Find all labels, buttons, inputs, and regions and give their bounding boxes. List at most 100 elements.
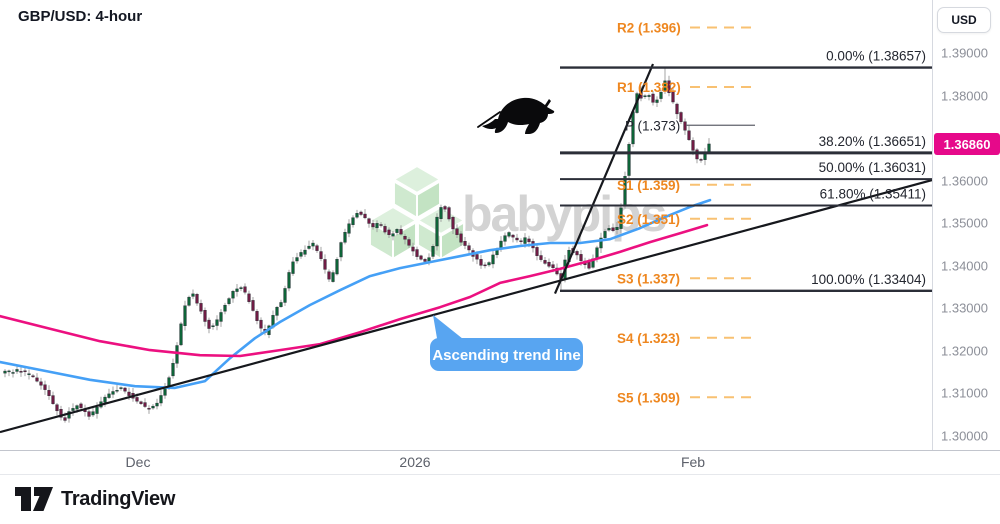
currency-toggle-button[interactable]: USD [937,7,991,33]
babypips-cube [416,179,442,220]
candle-body [443,206,447,210]
trend-line-callout[interactable]: Ascending trend line [430,315,583,371]
candle-body [439,207,443,219]
candle-body [235,288,239,292]
candle-body [675,103,679,115]
candle-body [59,409,63,418]
candle-body [215,319,219,326]
fib-label: 100.00% (1.33404) [811,272,926,287]
candle-body [455,228,459,235]
candle-body [279,302,283,307]
candle-body [139,401,143,404]
candle-body [7,370,11,373]
fibonacci-retracement[interactable]: 0.00% (1.38657) 38.20% (1.36651) 50.00% (1… [560,49,932,293]
candle-body [227,298,231,304]
candle-body [199,303,203,312]
candle-body [23,370,27,372]
candle-body [35,377,39,382]
price-tick-label: 1.32000 [941,343,988,358]
candle-body [187,296,191,306]
ascending-trend-line[interactable] [0,179,932,434]
candle-body [251,300,255,311]
candle-body [311,242,315,247]
candle-body [119,387,123,389]
candle-body [243,286,247,293]
time-axis[interactable]: Dec 2026 Feb [0,450,1000,475]
candle-body [627,144,631,176]
candle-body [707,143,711,153]
candle-body [315,245,319,251]
chart-area[interactable]: babypips 0.00% (1.38657) 38.20% (1.36651)… [0,0,932,450]
candle-body [387,229,391,235]
candle-body [111,391,115,395]
candle-body [491,254,495,265]
babypips-cube [391,164,443,195]
candle-body [343,232,347,243]
tradingview-branding[interactable]: TradingView [14,486,175,512]
last-price-badge: 1.36860 [934,133,1000,155]
candle-body [403,235,407,240]
price-axis[interactable]: USD 1.390001.380001.370001.360001.350001… [932,0,1000,473]
candle-body [91,411,95,416]
time-tick-label: Feb [680,454,706,470]
candle-body [11,372,15,374]
candle-body [303,249,307,255]
callout-box [430,338,583,371]
candle-body [615,227,619,230]
candle-body [179,323,183,346]
callout-label: Ascending trend line [432,347,580,364]
candle-body [175,345,179,364]
candle-body [319,251,323,259]
price-tick-label: 1.39000 [941,45,988,61]
candle-body [479,259,483,266]
candle-body [499,240,503,249]
candle-body [259,319,263,329]
candle-body [239,287,243,289]
candle-body [515,237,519,241]
candle-body [123,387,127,392]
candle-body [503,235,507,242]
candle-body [603,231,607,238]
candle-body [367,218,371,224]
candle-body [575,251,579,256]
candle-body [651,93,655,103]
candle-body [247,293,251,302]
candle-body [483,264,487,267]
candle-body [79,403,83,408]
candle-body [43,384,47,390]
candle-body [39,381,43,386]
chart-title: GBP/USD: 4-hour [18,8,143,25]
candle-body [587,262,591,269]
bull-body [482,97,555,134]
candle-body [539,255,543,260]
candlesticks [3,67,711,423]
candle-body [363,213,367,219]
candle-body [683,121,687,131]
candle-body [107,393,111,398]
trend-lines[interactable] [0,63,932,434]
candle-body [467,245,471,251]
candle-body [355,213,359,218]
candle-body [419,255,423,260]
candle-body [55,404,59,412]
candle-body [135,397,139,402]
candle-body [383,226,387,233]
candle-body [511,234,515,238]
candle-body [695,149,699,160]
fib-label: 61.80% (1.35411) [820,187,926,202]
candle-body [231,291,235,299]
candle-body [699,159,703,161]
pivot-label: S4 (1.323) [617,331,680,346]
candle-body [495,249,499,256]
candle-body [507,232,511,237]
candle-body [523,237,527,244]
bull-tail [477,111,501,128]
candle-body [103,396,107,403]
candle-body [659,92,663,99]
candle-body [3,370,7,374]
candle-body [691,140,695,151]
pivot-point-levels: R2 (1.396) R1 (1.382) P (1.373) S1 (1.359) S… [617,20,757,405]
candle-body [115,390,119,392]
chart-canvas[interactable]: babypips 0.00% (1.38657) 38.20% (1.36651)… [0,0,932,450]
candle-body [291,261,295,274]
